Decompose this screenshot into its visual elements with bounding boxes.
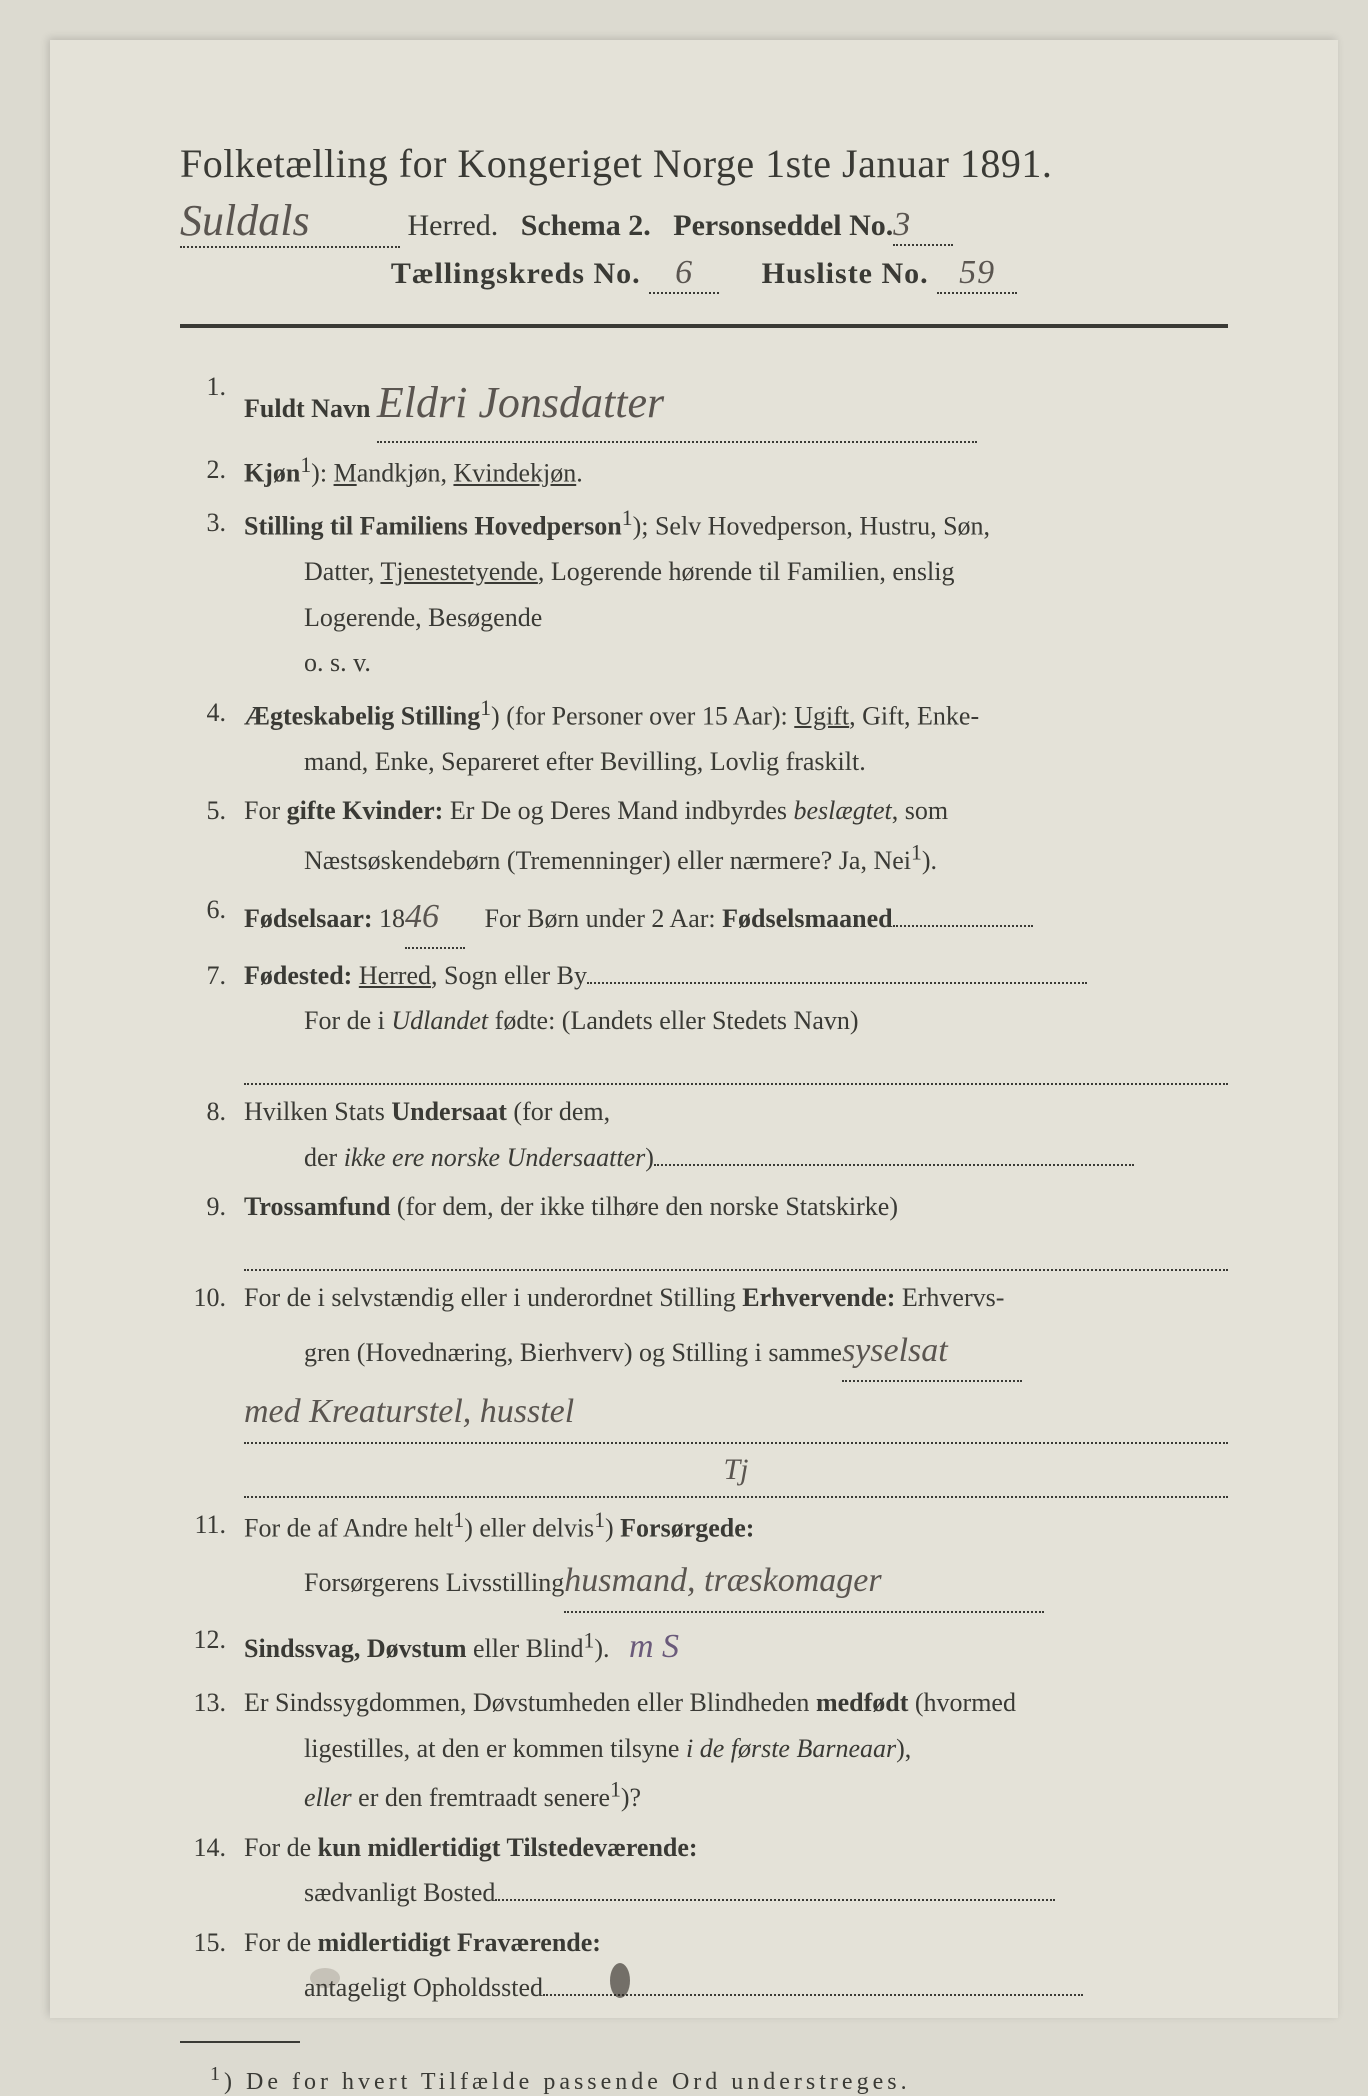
item-9: 9. Trossamfund (for dem, der ikke tilhør… xyxy=(180,1184,1228,1271)
erhverv-value-2: med Kreaturstel, husstel xyxy=(244,1382,1228,1444)
forsoerger-value: husmand, træskomager xyxy=(564,1551,1044,1613)
subtitle-line-2: Tællingskreds No. 6 Husliste No. 59 xyxy=(180,254,1228,294)
stain-spot xyxy=(610,1963,630,1998)
divider-top xyxy=(180,324,1228,328)
item-5: 5. For gifte Kvinder: Er De og Deres Man… xyxy=(180,788,1228,883)
item-12: 12. Sindssvag, Døvstum eller Blind1). m … xyxy=(180,1617,1228,1677)
kjoen-selected: Kvindekjøn xyxy=(453,459,576,488)
herred-value: Suldals xyxy=(180,195,400,248)
page-title: Folketælling for Kongeriget Norge 1ste J… xyxy=(180,140,1228,187)
erhverv-value-3: Tj xyxy=(244,1444,1228,1499)
subtitle-line-1: Suldals Herred. Schema 2. Personseddel N… xyxy=(180,195,1228,248)
sindssvag-value: m S xyxy=(629,1617,679,1677)
item-8: 8. Hvilken Stats Undersaat (for dem, der… xyxy=(180,1089,1228,1180)
herred-label: Herred. xyxy=(408,209,499,242)
item-13: 13. Er Sindssygdommen, Døvstumheden elle… xyxy=(180,1680,1228,1820)
item-1: 1. Fuldt Navn Eldri Jonsdatter xyxy=(180,364,1228,443)
item-6: 6. Fødselsaar: 1846 For Børn under 2 Aar… xyxy=(180,887,1228,949)
item-3: 3. Stilling til Familiens Hovedperson1);… xyxy=(180,500,1228,686)
item-2: 2. Kjøn1): Mandkjøn, Kvindekjøn. xyxy=(180,447,1228,496)
stilling-selected: Tjenestetyende xyxy=(380,557,537,586)
divider-bottom xyxy=(180,2041,300,2043)
item-4: 4. Ægteskabelig Stilling1) (for Personer… xyxy=(180,690,1228,785)
document-page: Folketælling for Kongeriget Norge 1ste J… xyxy=(50,40,1338,2018)
item-10: 10. For de i selvstændig eller i underor… xyxy=(180,1275,1228,1498)
erhverv-value-1: syselsat xyxy=(842,1321,1022,1383)
taellingskreds-value: 6 xyxy=(649,254,719,294)
item-11: 11. For de af Andre helt1) eller delvis1… xyxy=(180,1502,1228,1613)
personseddel-label: Personseddel No. xyxy=(673,209,893,242)
stain-spot xyxy=(310,1968,340,1988)
personseddel-value: 3 xyxy=(893,206,953,246)
form-list: 1. Fuldt Navn Eldri Jonsdatter 2. Kjøn1)… xyxy=(180,364,1228,2011)
item-7: 7. Fødested: Herred, Sogn eller By For d… xyxy=(180,953,1228,1086)
item-15: 15. For de midlertidigt Fraværende: anta… xyxy=(180,1920,1228,2011)
fuldt-navn-value: Eldri Jonsdatter xyxy=(377,364,977,443)
item-14: 14. For de kun midlertidigt Tilstedevære… xyxy=(180,1825,1228,1916)
footnote: 1) De for hvert Tilfælde passende Ord un… xyxy=(180,2063,1228,2096)
aegteskab-selected: Ugift xyxy=(794,701,849,730)
husliste-value: 59 xyxy=(937,254,1017,294)
schema-label: Schema 2. xyxy=(521,209,651,242)
foedselsaar-value: 46 xyxy=(405,887,465,949)
